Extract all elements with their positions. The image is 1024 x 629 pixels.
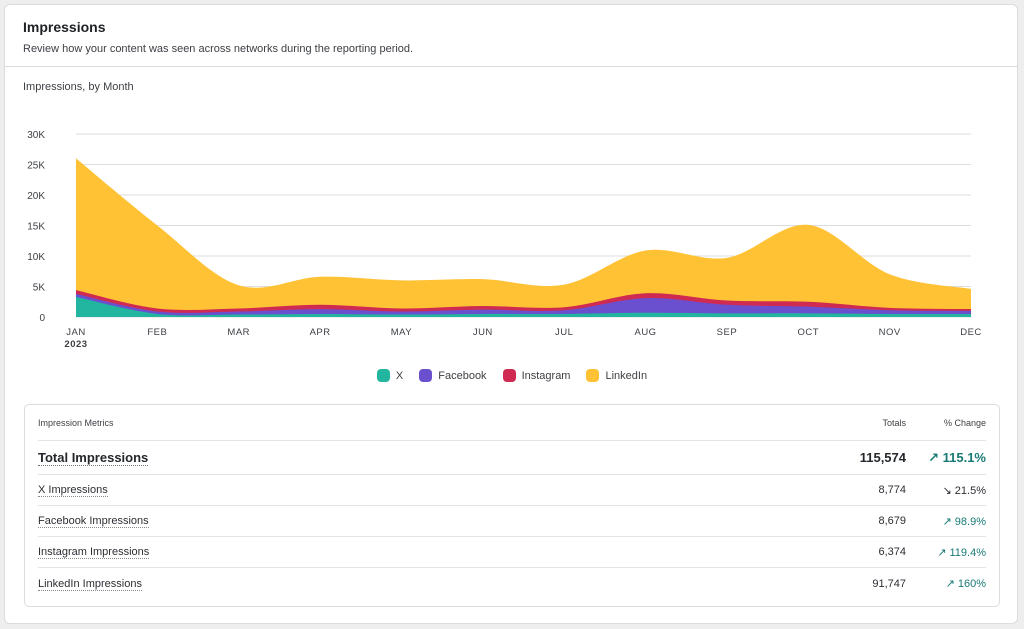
impression-metrics-table: Impression Metrics Totals % Change Total… <box>24 404 1000 607</box>
header-totals: Totals <box>882 417 906 428</box>
facebook-impressions-value: 8,679 <box>878 515 906 527</box>
x-tick-label: SEP <box>717 327 738 338</box>
legend-item-facebook[interactable]: Facebook <box>419 369 487 382</box>
y-tick-label: 0 <box>39 313 45 324</box>
page-subtitle: Review how your content was seen across … <box>23 43 414 55</box>
header-change: % Change <box>943 417 986 428</box>
header-metrics: Impression Metrics <box>38 417 114 428</box>
linkedin-impressions-change: ↗ 160% <box>945 578 986 590</box>
x-tick-label: JAN <box>66 327 85 338</box>
table-row: Facebook Impressions 8,679 ↗ 98.9% <box>38 506 986 537</box>
chart-legend: X Facebook Instagram LinkedIn <box>5 369 1019 382</box>
legend-label-instagram: Instagram <box>521 369 571 382</box>
facebook-impressions-label[interactable]: Facebook Impressions <box>38 515 149 528</box>
area-linkedin[interactable] <box>76 158 971 317</box>
card-header: Impressions Review how your content was … <box>5 5 1017 67</box>
y-tick-label: 5K <box>33 283 46 294</box>
x-tick-label: DEC <box>960 327 982 338</box>
legend-label-facebook: Facebook <box>438 369 487 382</box>
y-tick-label: 10K <box>27 252 45 263</box>
legend-swatch-linkedin <box>586 369 600 382</box>
page-title: Impressions <box>23 19 106 35</box>
legend-item-x[interactable]: X <box>376 369 404 382</box>
legend-swatch-facebook <box>419 369 433 382</box>
table-row: Instagram Impressions 6,374 ↗ 119.4% <box>38 537 986 568</box>
x-tick-label: APR <box>310 327 331 338</box>
total-impressions-value: 115,574 <box>859 450 906 465</box>
x-tick-label: FEB <box>147 327 167 338</box>
area-facebook[interactable] <box>76 293 971 317</box>
y-tick-label: 30K <box>27 130 45 141</box>
linkedin-impressions-value: 91,747 <box>872 577 906 590</box>
x-impressions-change: ↘ 21.5% <box>942 484 986 497</box>
y-tick-label: 15K <box>27 222 45 233</box>
chart-title: Impressions, by Month <box>23 81 134 93</box>
impressions-area-chart: 0 5K 10K 15K 20K 25K 30K JAN FEB MAR APR MAY JUN JUL A… <box>27 130 982 350</box>
linkedin-impressions-label[interactable]: LinkedIn Impressions <box>38 577 142 591</box>
y-tick-label: 20K <box>27 191 45 202</box>
total-impressions-row: Total Impressions 115,574 ↗ 115.1% <box>38 441 986 475</box>
total-impressions-label[interactable]: Total Impressions <box>38 450 149 466</box>
x-tick-label: AUG <box>634 327 656 338</box>
x-tick-label: MAR <box>227 327 250 338</box>
x-tick-label: JUN <box>473 327 493 338</box>
x-year-label: 2023 <box>64 339 87 350</box>
legend-item-linkedin[interactable]: LinkedIn <box>586 369 647 382</box>
x-tick-label: OCT <box>797 327 819 338</box>
instagram-impressions-value: 6,374 <box>878 546 906 558</box>
table-row: LinkedIn Impressions 91,747 ↗ 160% <box>38 568 986 599</box>
legend-label-linkedin: LinkedIn <box>605 369 648 382</box>
instagram-impressions-change: ↗ 119.4% <box>937 546 986 559</box>
y-tick-label: 25K <box>27 161 45 172</box>
x-impressions-value: 8,774 <box>878 484 906 496</box>
instagram-impressions-label[interactable]: Instagram Impressions <box>38 546 150 559</box>
table-row: X Impressions 8,774 ↘ 21.5% <box>38 475 986 506</box>
legend-swatch-x <box>376 369 390 382</box>
x-tick-label: JUL <box>555 327 573 338</box>
area-x[interactable] <box>76 296 971 317</box>
x-tick-label: MAY <box>391 327 413 338</box>
x-impressions-label[interactable]: X Impressions <box>38 484 108 497</box>
table-header-row: Impression Metrics Totals % Change <box>38 405 986 441</box>
legend-label-x: X <box>395 369 404 382</box>
total-impressions-change: ↗ 115.1% <box>928 449 986 465</box>
legend-swatch-instagram <box>502 369 516 382</box>
facebook-impressions-change: ↗ 98.9% <box>942 515 986 528</box>
impressions-card: Impressions Review how your content was … <box>4 4 1018 624</box>
x-tick-label: NOV <box>879 327 901 338</box>
legend-item-instagram[interactable]: Instagram <box>502 369 571 382</box>
